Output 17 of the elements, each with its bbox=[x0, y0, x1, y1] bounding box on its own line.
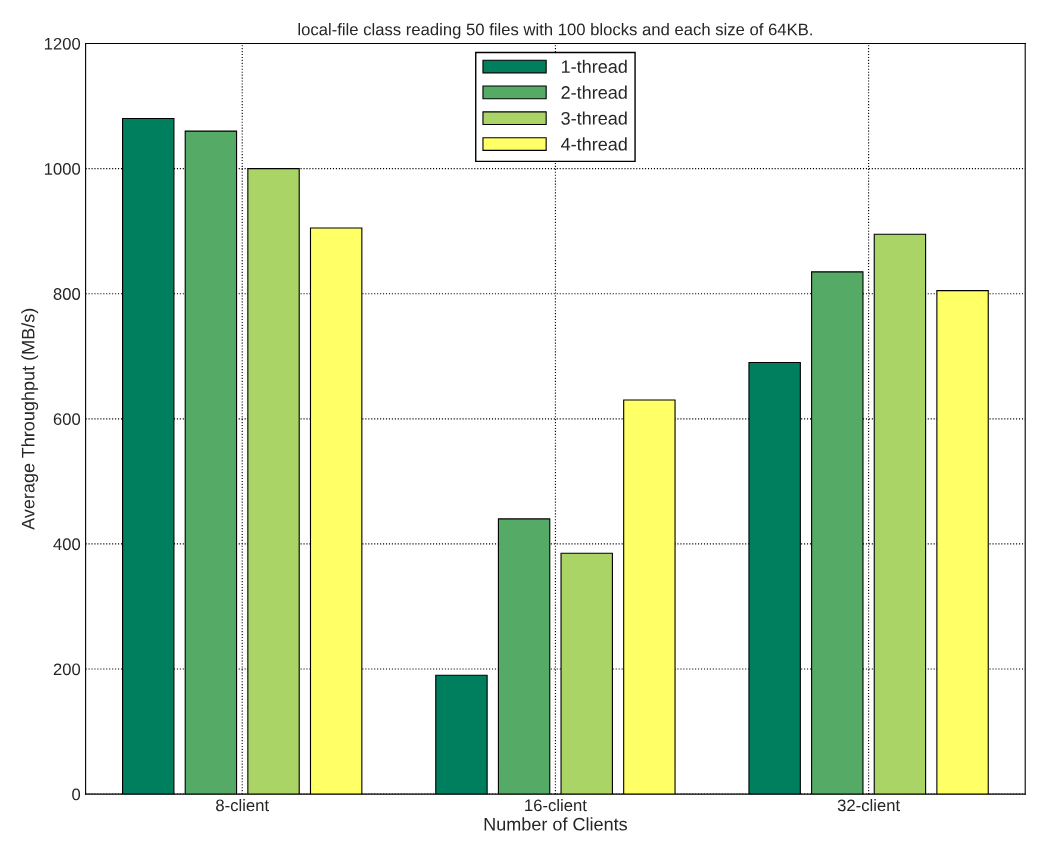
x-axis-title: Number of Clients bbox=[484, 817, 628, 831]
x-tick-label: 32-client bbox=[837, 799, 900, 812]
y-tick-label: 200 bbox=[53, 663, 81, 676]
legend-label: 2-thread bbox=[561, 85, 627, 99]
chart-title: local-file class reading 50 files with 100 blocks and each size of 64KB. bbox=[298, 23, 812, 39]
y-tick-label: 1200 bbox=[44, 37, 81, 50]
legend-label: 3-thread bbox=[561, 111, 627, 125]
y-tick-label: 800 bbox=[53, 288, 81, 300]
x-tick-label: 8-client bbox=[216, 799, 269, 812]
y-tick-label: 1000 bbox=[44, 163, 81, 175]
y-tick-label: 0 bbox=[72, 788, 81, 801]
y-tick-label: 400 bbox=[53, 538, 81, 551]
x-tick-label: 16-client bbox=[525, 799, 587, 812]
y-tick-label: 600 bbox=[53, 413, 81, 426]
legend-label: 4-thread bbox=[561, 137, 627, 151]
legend-label: 1-thread bbox=[561, 59, 627, 74]
y-axis-title: Average Throughput (MB/s) bbox=[21, 308, 39, 530]
